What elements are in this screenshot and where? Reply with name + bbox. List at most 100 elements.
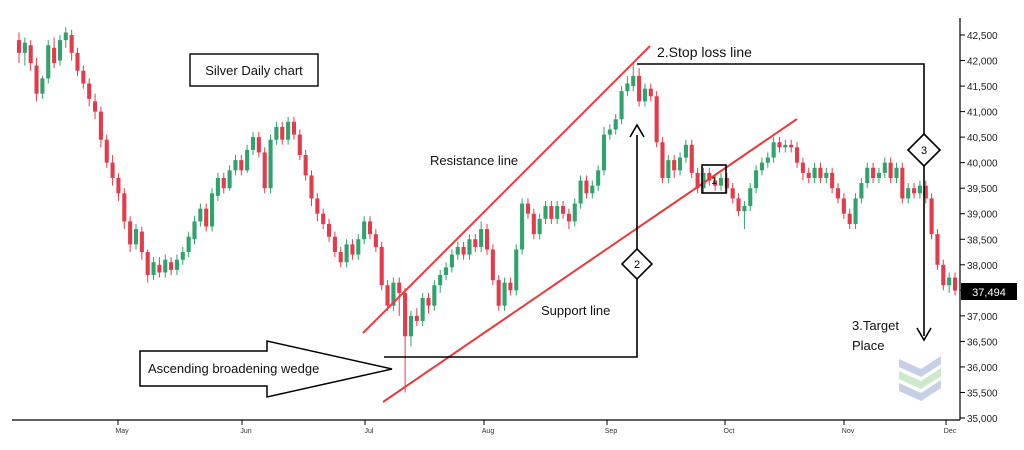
candle-up [57,40,62,61]
candle-up [876,172,881,178]
candle-down [941,264,946,286]
candle-down [338,252,343,263]
candle-down [315,198,320,214]
candle-up [590,185,595,194]
marker-1-label: 1 [711,176,717,187]
candle-down [461,246,466,255]
candle-up [666,160,671,178]
candle-down [818,167,823,178]
candle-down [888,162,893,178]
candle-down [952,277,958,291]
candle-up [783,144,788,148]
candle-up [765,157,770,163]
candle-down [350,244,355,255]
x-axis-ticks: May Jun Jul Aug Sep Oct Nov Dec [115,420,957,435]
candle-down [303,155,308,176]
y-tick-label: 39,500 [967,184,998,195]
support-trendline [382,118,798,403]
stop-loss-line [384,135,638,358]
candle-up [917,185,922,194]
x-tick-label: Sep [605,428,618,435]
marker-1-box [701,164,727,194]
candle-down [525,203,530,214]
y-tick-label: 42,500 [967,31,998,42]
candle-up [163,259,168,273]
candle-up [210,193,215,227]
resistance-label: Resistance line [430,153,518,168]
candle-down [98,111,103,140]
candle-down [584,180,589,194]
candle-up [678,157,683,171]
candle-up [701,172,706,189]
candle-up [865,167,870,184]
candle-up [683,144,688,158]
candle-up [882,162,887,173]
candle-down [935,234,940,265]
candle-up [444,267,449,276]
x-tick-label: Nov [842,428,855,435]
candle-down [707,172,712,181]
candle-down [490,249,495,281]
candle-up [537,218,542,235]
candle-down [912,188,917,194]
candle-up [906,188,911,199]
candle-down [75,52,80,71]
target-label-line1: 3.Target [852,318,899,333]
last-price-value: 37,494 [972,287,1006,299]
candle-up [631,75,636,87]
y-tick-label: 40,500 [967,133,998,144]
candle-up [233,160,238,171]
candle-down [414,315,419,321]
candle-down [373,234,378,247]
support-label: Support line [541,303,610,318]
candle-up [613,119,618,130]
candle-down [16,40,22,53]
chart-title: Silver Daily chart [205,63,303,78]
candle-up [63,32,68,41]
marker-2-diamond [620,247,654,281]
candle-down [654,96,659,143]
candle-down [835,188,841,199]
candle-up [250,137,256,150]
candle-down [549,206,554,219]
candle-down [660,142,665,178]
candle-up [718,177,724,186]
x-tick-label: Oct [724,428,735,435]
candle-down [648,88,653,97]
candle-up [596,170,601,186]
y-tick-label: 36,000 [967,363,998,374]
target-label-line2: Place [852,338,885,353]
candle-up [642,88,647,102]
candle-down [379,246,384,286]
resistance-trendline [362,45,651,334]
candle-up [40,78,45,94]
candle-down [713,180,718,186]
candle-down [327,223,332,237]
candle-up [198,208,203,222]
candle-down [104,139,109,163]
candle-up [180,252,185,260]
candle-down [321,213,326,224]
candle-down [923,185,928,199]
candle-down [695,172,700,189]
candle-up [479,229,484,247]
candle-up [771,142,776,158]
candle-up [824,172,829,178]
candle-down [169,262,174,270]
candle-down [52,47,57,64]
candle-down [122,193,127,222]
x-tick-label: Jun [240,428,251,435]
candle-down [672,160,677,171]
candle-up [215,177,220,196]
candle-up [133,229,139,245]
y-tick-label: 35,000 [967,414,998,425]
candle-up [286,121,291,140]
candle-up [22,42,27,53]
candle-up [894,167,899,178]
candle-down [561,206,566,214]
candle-up [449,254,454,268]
candle-down [806,172,811,178]
chart-axes [12,18,961,421]
candle-up [502,282,507,306]
y-tick-label: 38,000 [967,261,998,272]
